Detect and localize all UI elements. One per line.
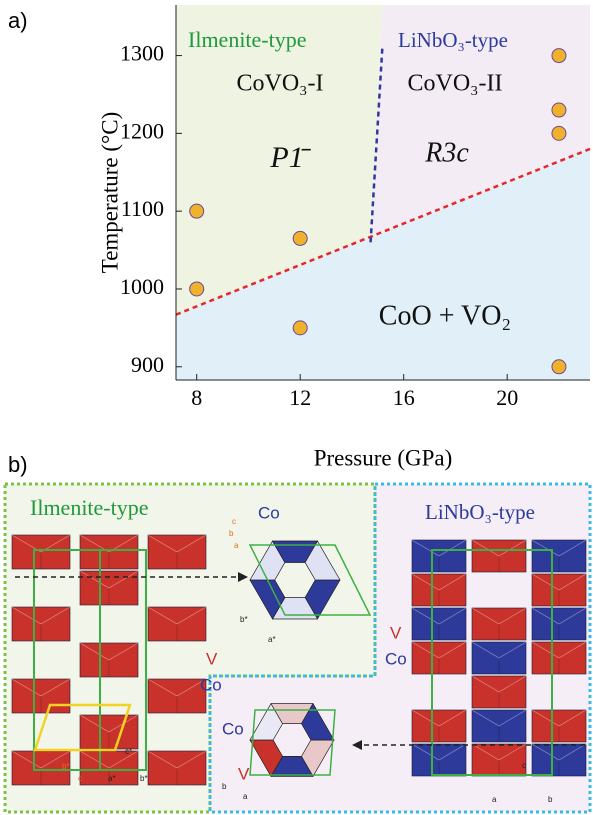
atom-label: V [238, 764, 250, 783]
panel-label: b) [8, 452, 28, 477]
panel-label: a) [8, 8, 28, 33]
y-tick-label: 1300 [120, 41, 164, 66]
annotation: Ilmenite-type [188, 27, 307, 52]
x-axis-label: Pressure (GPa) [314, 445, 453, 470]
data-point [190, 282, 204, 296]
axis-label: a [243, 792, 248, 801]
axis-label: b* [240, 615, 248, 624]
annotation: CoVO₃-I [236, 71, 323, 97]
x-tick-label: 8 [191, 385, 202, 410]
data-point [190, 204, 204, 218]
axis-label: b [222, 782, 227, 791]
structure-title: LiNbO₃-type [425, 500, 535, 524]
data-point [552, 360, 566, 374]
y-tick-label: 1200 [120, 118, 164, 143]
atom-label: Co [222, 719, 244, 738]
structure-title: Ilmenite-type [30, 495, 149, 520]
axis-label: a [234, 541, 239, 550]
y-axis-label: Temperature (°C) [97, 112, 122, 273]
atom-label: Co [258, 503, 280, 522]
axis-label: c [522, 761, 526, 770]
data-point [552, 103, 566, 117]
figure: a) 900 1000 1100 1200 1300 8 12 16 20 Pressure (G… [0, 0, 593, 815]
y-tick-label: 1000 [120, 274, 164, 299]
axis-label: b* [62, 762, 70, 771]
atom-label: Co [200, 675, 222, 694]
x-tick-label: 20 [496, 385, 518, 410]
axis-label: a [492, 795, 497, 804]
axis-label: a* [108, 774, 116, 783]
axis-label: a* [268, 635, 276, 644]
y-tick-label: 1100 [121, 196, 164, 221]
data-point [293, 321, 307, 335]
axis-label: c* [125, 747, 132, 756]
atom-label: V [206, 649, 218, 668]
axis-label: c [232, 517, 236, 526]
x-tick-label: 16 [393, 385, 415, 410]
data-point [552, 49, 566, 63]
crystal-structures: Ilmenite-typeLiNbO₃-typeCoVCoVCoCoVcbab*… [5, 484, 590, 812]
axis-label: b [548, 795, 553, 804]
axis-label: c [78, 774, 82, 783]
axis-label: b [229, 529, 234, 538]
atom-label: Co [385, 649, 407, 668]
data-point [552, 126, 566, 140]
axis-label: b* [140, 774, 148, 783]
x-tick-label: 12 [289, 385, 311, 410]
annotation: CoO + VO₂ [379, 300, 511, 331]
atom-label: V [390, 623, 402, 642]
y-tick-label: 900 [131, 352, 164, 377]
annotation: CoVO₃-II [407, 71, 502, 97]
annotation: LiNbO₃-type [398, 28, 508, 52]
annotation: R3c [424, 137, 469, 168]
data-point [293, 231, 307, 245]
phase-diagram: 900 1000 1100 1200 1300 8 12 16 20 Pressure (GPa)… [97, 5, 590, 470]
